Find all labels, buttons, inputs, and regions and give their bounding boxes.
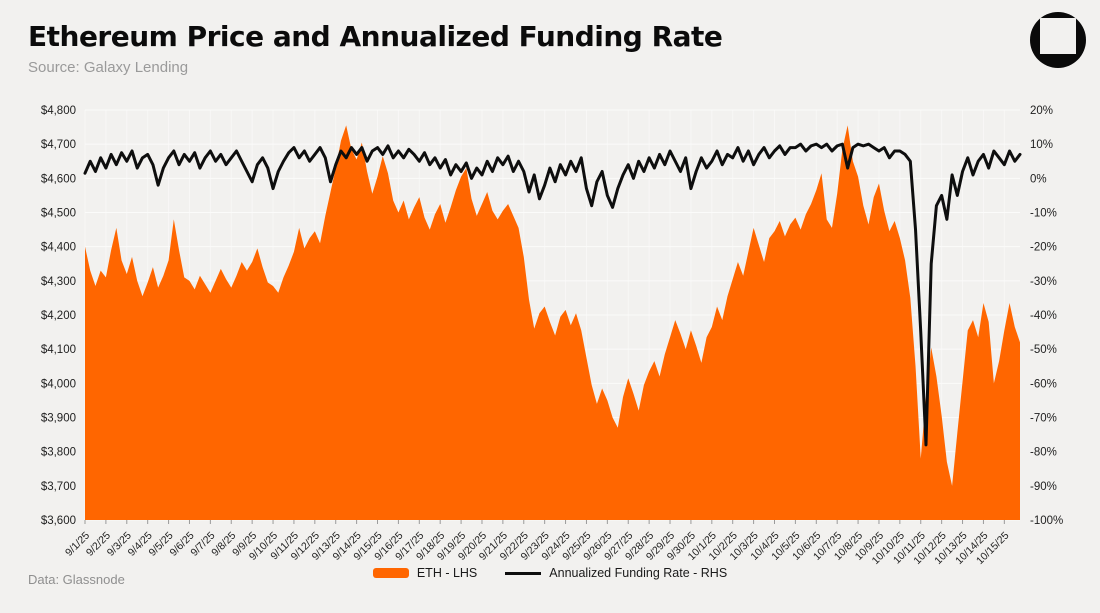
- eth-area-swatch-icon: [372, 568, 409, 578]
- right-axis-tick-label: -30%: [1030, 276, 1057, 288]
- left-axis-tick-label: $4,000: [41, 378, 76, 390]
- funding-rate-line-series: [83, 142, 1022, 447]
- legend-label-funding: Annualized Funding Rate - RHS: [549, 566, 728, 580]
- left-axis-tick-label: $4,800: [41, 105, 76, 117]
- right-axis-tick-label: -60%: [1030, 378, 1057, 390]
- data-source-label: Data: Glassnode: [28, 572, 125, 587]
- left-axis-tick-label: $3,700: [41, 481, 76, 493]
- left-axis-tick-label: $4,700: [41, 139, 76, 151]
- right-axis-tick-label: 0%: [1030, 173, 1047, 185]
- source-label: Source: Galaxy Lending: [28, 58, 189, 76]
- right-axis-tick-label: -80%: [1030, 447, 1057, 459]
- chart-header: Ethereum Price and Annualized Funding Ra…: [28, 20, 723, 76]
- right-axis-tick-label: -50%: [1030, 344, 1057, 356]
- right-axis-tick-label: -100%: [1030, 515, 1063, 527]
- right-axis-tick-label: -40%: [1030, 310, 1057, 322]
- left-axis-tick-label: $4,100: [41, 344, 76, 356]
- left-axis-tick-label: $4,200: [41, 310, 76, 322]
- page-title: Ethereum Price and Annualized Funding Ra…: [28, 20, 723, 53]
- galaxy-logo-square: [1040, 18, 1076, 54]
- legend-item-funding: Annualized Funding Rate - RHS: [505, 566, 727, 580]
- legend-item-eth: ETH - LHS: [372, 566, 478, 580]
- left-axis-tick-label: $4,500: [41, 208, 76, 220]
- right-axis-tick-label: 20%: [1030, 105, 1053, 117]
- right-axis-tick-label: -20%: [1030, 242, 1057, 254]
- left-axis-tick-label: $4,600: [41, 173, 76, 185]
- left-axis-tick-label: $4,400: [41, 242, 76, 254]
- chart-legend: ETH - LHS Annualized Funding Rate - RHS: [0, 566, 1100, 580]
- eth-price-area-series: [85, 125, 1020, 520]
- legend-label-eth: ETH - LHS: [416, 566, 478, 580]
- left-axis-tick-label: $3,600: [41, 515, 76, 527]
- left-axis-tick-label: $4,300: [41, 276, 76, 288]
- funding-line-swatch-icon: [505, 571, 542, 575]
- right-axis-tick-label: 10%: [1030, 139, 1053, 151]
- left-axis-tick-label: $3,900: [41, 413, 76, 425]
- right-axis-tick-label: -10%: [1030, 208, 1057, 220]
- right-axis-tick-label: -90%: [1030, 481, 1057, 493]
- galaxy-logo-icon: [1030, 12, 1086, 68]
- left-axis-tick-label: $3,800: [41, 447, 76, 459]
- right-axis-tick-label: -70%: [1030, 413, 1057, 425]
